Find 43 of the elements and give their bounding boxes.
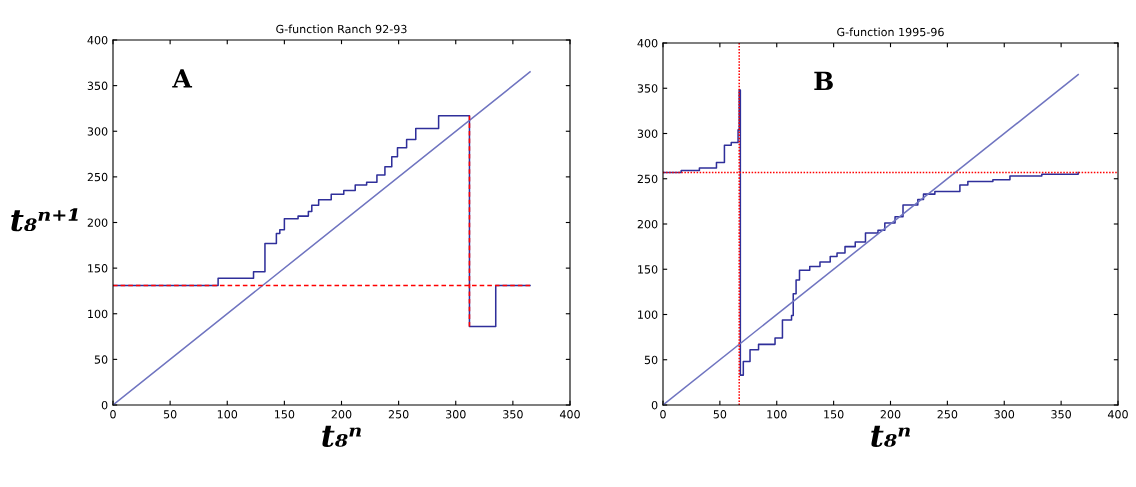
x-tick-label: 50	[163, 410, 177, 419]
y-tick-label: 0	[651, 400, 658, 410]
chart-title: G-function Ranch 92-93	[276, 24, 407, 34]
y-tick-label: 300	[87, 127, 108, 136]
x-tick-label: 400	[1107, 410, 1128, 419]
x-axis-title: t₈ⁿ	[322, 425, 362, 448]
x-tick-label: 100	[767, 410, 787, 419]
x-tick-label: 250	[388, 410, 409, 419]
y-tick-label: 150	[638, 265, 658, 274]
x-tick-label: 300	[994, 410, 1015, 419]
x-tick-label: 250	[937, 410, 958, 419]
x-tick-label: 100	[217, 410, 238, 419]
x-tick-label: 200	[880, 410, 901, 419]
y-tick-label: 50	[94, 355, 108, 364]
y-tick-label: 100	[638, 310, 658, 319]
x-axis-title: t₈ⁿ	[871, 425, 911, 448]
chart-title: G-function 1995-96	[837, 27, 944, 37]
y-tick-label: 350	[87, 81, 108, 90]
y-tick-label: 250	[637, 174, 658, 184]
x-tick-label: 350	[503, 410, 523, 419]
y-tick-label: 100	[88, 309, 108, 319]
x-tick-label: 200	[331, 410, 352, 419]
annotation: A	[172, 69, 193, 88]
y-tick-label: 400	[637, 38, 658, 48]
x-tick-label: 50	[713, 410, 727, 419]
x-tick-label: 400	[559, 410, 580, 419]
y-tick-label: 250	[87, 172, 108, 182]
x-tick-label: 0	[660, 410, 666, 419]
x-tick-label: 0	[110, 410, 116, 419]
y-tick-label: 200	[87, 218, 108, 227]
y-tick-label: 400	[87, 35, 108, 45]
y-tick-label: 350	[637, 84, 658, 93]
x-tick-label: 150	[824, 410, 844, 419]
y-tick-label: 50	[644, 355, 658, 365]
x-tick-label: 300	[445, 410, 466, 419]
y-tick-label: 0	[101, 400, 108, 410]
y-tick-label: 150	[88, 264, 108, 273]
annotation: B	[814, 71, 833, 91]
x-tick-label: 350	[1051, 410, 1071, 419]
y-tick-label: 200	[637, 219, 658, 229]
x-tick-label: 150	[274, 410, 295, 419]
y-tick-label: 300	[637, 129, 658, 138]
y-axis-title: t₈ⁿ⁺¹	[11, 208, 78, 232]
